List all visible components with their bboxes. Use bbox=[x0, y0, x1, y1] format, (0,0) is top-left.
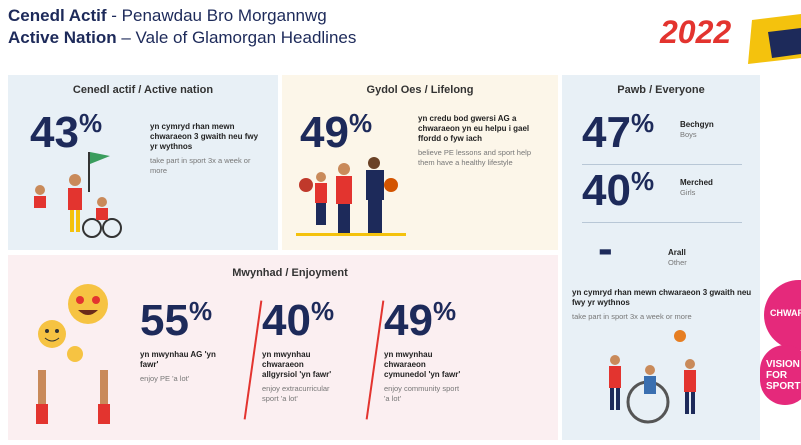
stat: 40% bbox=[582, 166, 654, 216]
panel-lifelong bbox=[282, 75, 558, 250]
number: 43 bbox=[30, 108, 79, 157]
text-en: believe PE lessons and sport help them h… bbox=[418, 148, 531, 167]
text-en: take part in sport 3x a week or more bbox=[150, 156, 251, 175]
unit: % bbox=[630, 166, 655, 196]
unit: % bbox=[310, 296, 335, 326]
number: 47 bbox=[582, 108, 631, 157]
illustration-sport bbox=[34, 152, 122, 238]
stat-text: yn cymryd rhan mewn chwaraeon 3 gwaith n… bbox=[572, 288, 752, 322]
label-cy: Merched bbox=[680, 178, 713, 187]
unit: % bbox=[348, 108, 373, 138]
stat: 55% bbox=[140, 296, 212, 346]
illustration-basketball bbox=[609, 330, 696, 424]
stat: 49% bbox=[384, 296, 456, 346]
unit: % bbox=[432, 296, 457, 326]
stat: 43% bbox=[30, 108, 102, 158]
text-cy: yn cymryd rhan mewn chwaraeon 3 gwaith n… bbox=[150, 122, 259, 151]
number: 55 bbox=[140, 296, 189, 345]
number: 49 bbox=[300, 108, 349, 157]
unit: % bbox=[78, 108, 103, 138]
text-cy: yn mwynhau AG 'yn fawr' bbox=[140, 350, 216, 369]
row-label: Merched Girls bbox=[680, 178, 713, 198]
badge: VISION FOR SPORT bbox=[760, 345, 801, 405]
panel-everyone bbox=[562, 75, 760, 440]
title-en: Active Nation bbox=[8, 28, 117, 47]
title-cy: Cenedl Actif bbox=[8, 6, 107, 25]
stat: 40% bbox=[262, 296, 334, 346]
stat: 47% bbox=[582, 108, 654, 158]
label-en: Boys bbox=[680, 130, 697, 139]
stat-text: yn mwynhau chwaraeon allgyrsiol 'yn fawr… bbox=[262, 350, 334, 404]
stat-text: yn mwynhau AG 'yn fawr' enjoy PE 'a lot' bbox=[140, 350, 220, 384]
panel-active bbox=[8, 75, 278, 250]
subtitle-cy: - Penawdau Bro Morgannwg bbox=[111, 6, 327, 25]
text-cy: yn cymryd rhan mewn chwaraeon 3 gwaith n… bbox=[572, 288, 752, 307]
label-cy: Bechgyn bbox=[680, 120, 714, 129]
year: 2022 bbox=[660, 14, 732, 50]
row-label: Bechgyn Boys bbox=[680, 120, 714, 140]
text-en: enjoy PE 'a lot' bbox=[140, 374, 190, 383]
text-cy: yn mwynhau chwaraeon cymunedol 'yn fawr' bbox=[384, 350, 461, 379]
label-en: Girls bbox=[680, 188, 696, 197]
illustration-emojis bbox=[36, 284, 110, 424]
subtitle-en: – Vale of Glamorgan Headlines bbox=[121, 28, 357, 47]
header-line-cy: Cenedl Actif - Penawdau Bro Morgannwg bbox=[8, 6, 327, 26]
unit: % bbox=[630, 108, 655, 138]
text-cy: yn credu bod gwersi AG a chwaraeon yn eu… bbox=[418, 114, 530, 143]
badge: CHWARAEON bbox=[764, 280, 801, 350]
divider bbox=[582, 222, 742, 223]
logo-flag bbox=[748, 14, 801, 64]
number: 40 bbox=[262, 296, 311, 345]
text-en: take part in sport 3x a week or more bbox=[572, 312, 692, 321]
label-en: Other bbox=[668, 258, 687, 267]
stat-text: yn cymryd rhan mewn chwaraeon 3 gwaith n… bbox=[150, 122, 260, 176]
stat-text: yn mwynhau chwaraeon cymunedol 'yn fawr'… bbox=[384, 350, 464, 404]
stat: 49% bbox=[300, 108, 372, 158]
number: 40 bbox=[582, 166, 631, 215]
stat-text: yn credu bod gwersi AG a chwaraeon yn eu… bbox=[418, 114, 538, 168]
divider bbox=[582, 164, 742, 165]
heading: Pawb / Everyone bbox=[617, 84, 705, 96]
stat: - bbox=[598, 224, 613, 274]
text-en: enjoy community sport 'a lot' bbox=[384, 384, 460, 403]
heading: Mwynhad / Enjoyment bbox=[232, 267, 348, 279]
heading: Cenedl actif / Active nation bbox=[72, 84, 214, 96]
illustration-family bbox=[296, 157, 406, 236]
heading: Gydol Oes / Lifelong bbox=[366, 84, 474, 96]
unit: % bbox=[188, 296, 213, 326]
label-cy: Arall bbox=[668, 248, 686, 257]
number: 49 bbox=[384, 296, 433, 345]
number: - bbox=[598, 224, 613, 273]
text-cy: yn mwynhau chwaraeon allgyrsiol 'yn fawr… bbox=[262, 350, 332, 379]
text-en: enjoy extracurricular sport 'a lot' bbox=[262, 384, 330, 403]
header-line-en: Active Nation – Vale of Glamorgan Headli… bbox=[8, 28, 356, 48]
row-label: Arall Other bbox=[668, 248, 687, 268]
